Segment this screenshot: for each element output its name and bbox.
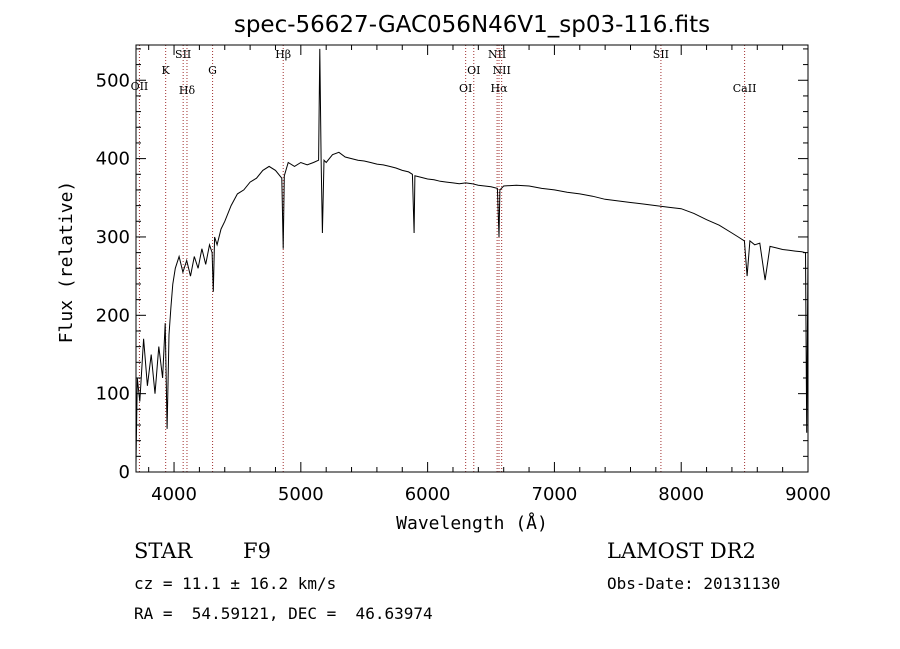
- y-axis-label: Flux (relative): [56, 181, 77, 344]
- coordinates: RA = 54.59121, DEC = 46.63974: [134, 604, 433, 623]
- line-marker-label: Hα: [490, 82, 508, 95]
- y-tick-label: 100: [96, 384, 130, 405]
- spectrum-series: [136, 49, 808, 464]
- line-marker-label: K: [162, 64, 171, 77]
- line-marker-label: CaII: [733, 82, 757, 95]
- line-marker-label: OI: [459, 82, 472, 95]
- line-marker-label: SII: [653, 48, 669, 61]
- x-tick-label: 5000: [278, 484, 324, 505]
- object-subclass: F9: [243, 539, 271, 563]
- x-tick-label: 8000: [658, 484, 704, 505]
- chart-title: spec-56627-GAC056N46V1_sp03-116.fits: [234, 12, 710, 38]
- object-class: STAR: [134, 539, 192, 563]
- x-tick-label: 4000: [151, 484, 197, 505]
- y-tick-label: 300: [96, 227, 130, 248]
- line-marker-label: Hδ: [179, 84, 196, 97]
- y-axis: 0 100 200 300 400 500: [96, 49, 808, 483]
- x-tick-label: 9000: [785, 484, 831, 505]
- x-tick-label: 6000: [405, 484, 451, 505]
- x-axis: 4000 5000 6000 7000 8000 9000: [149, 45, 831, 505]
- line-marker-label: G: [208, 64, 217, 77]
- y-tick-label: 400: [96, 149, 130, 170]
- line-marker-label: OI: [467, 64, 480, 77]
- x-tick-label: 7000: [532, 484, 578, 505]
- line-marker-label: Hβ: [275, 48, 291, 61]
- survey-name: LAMOST DR2: [607, 539, 756, 563]
- redshift-velocity: cz = 11.1 ± 16.2 km/s: [134, 574, 336, 593]
- observation-date: Obs-Date: 20131130: [607, 574, 780, 593]
- line-marker-label: SII: [175, 48, 191, 61]
- line-marker-label: NII: [493, 64, 511, 77]
- y-tick-label: 0: [119, 462, 130, 483]
- y-tick-label: 500: [96, 70, 130, 91]
- x-axis-label: Wavelength (Å): [396, 512, 548, 534]
- spectrum-line: [136, 49, 808, 464]
- y-tick-label: 200: [96, 305, 130, 326]
- plot-frame: [136, 45, 808, 472]
- line-marker-label: OII: [131, 80, 149, 93]
